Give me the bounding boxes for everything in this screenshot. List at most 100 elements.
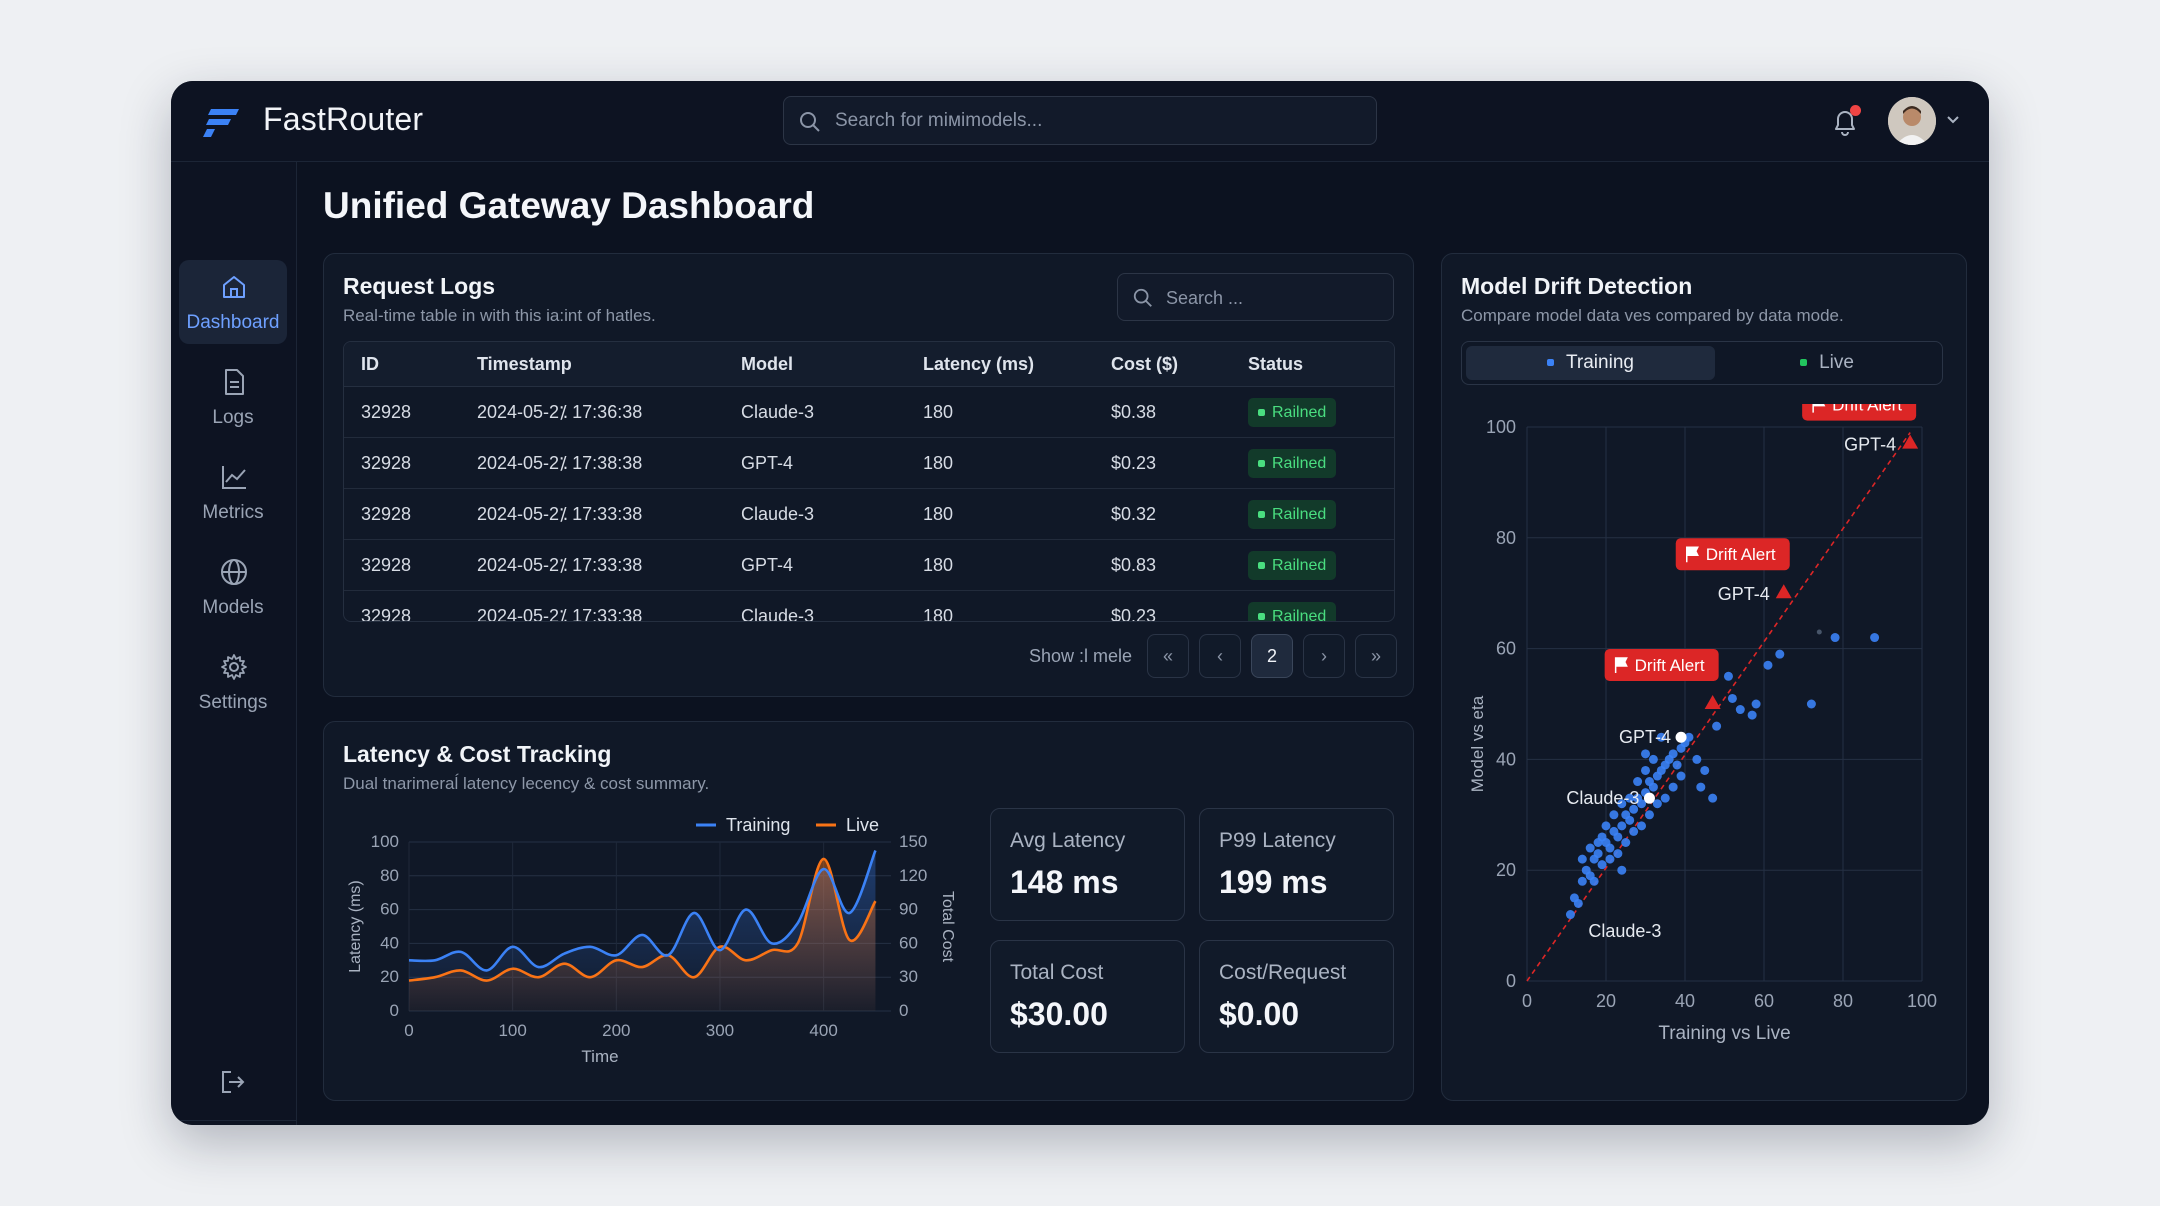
toggle-live[interactable]: Live <box>1715 346 1939 380</box>
table-row[interactable]: 32928 2024-05-2⁒ 17:33:38 GPT-4 180 $0.8… <box>344 540 1394 591</box>
stat-label: Avg Latency <box>1010 829 1126 852</box>
table-row[interactable]: 32928 2024-05-2⁒ 17:33:38 Claude-3 180 $… <box>344 591 1394 622</box>
data-source-toggle: Training Live <box>1461 341 1943 385</box>
scatter-point <box>1656 732 1666 742</box>
x-tick-label: 80 <box>1833 991 1853 1011</box>
scatter-point <box>1648 754 1658 764</box>
y-axis-label: Model vs eta <box>1468 695 1487 792</box>
y-tick-label: 60 <box>380 900 399 919</box>
notifications-button[interactable] <box>1831 105 1861 137</box>
last-page-button[interactable]: » <box>1355 634 1397 678</box>
stat-label: P99 Latency <box>1219 829 1336 852</box>
logs-search-placeholder: Search ... <box>1166 288 1244 308</box>
scatter-point <box>1609 810 1619 820</box>
stat-card-cost-per-request: Cost/Request $0.00 <box>1199 940 1394 1053</box>
cell-latency: 180 <box>923 453 954 473</box>
global-search-placeholder: Search for miмimodels... <box>835 110 1043 131</box>
sidebar-item-settings[interactable]: Settings <box>179 640 287 724</box>
current-page-button[interactable]: 2 <box>1251 634 1293 678</box>
scatter-point <box>1617 821 1627 831</box>
scatter-point <box>1775 649 1785 659</box>
prev-page-button[interactable]: ‹ <box>1199 634 1241 678</box>
scatter-point <box>1700 765 1710 775</box>
stat-value: $0.00 <box>1219 996 1300 1032</box>
y-axis-label: Latency (ms) <box>347 880 364 972</box>
logs-search-input[interactable]: Search ... <box>1117 273 1394 321</box>
toggle-training[interactable]: Training <box>1466 346 1715 380</box>
scatter-point <box>1712 721 1722 731</box>
scatter-point <box>1597 860 1607 870</box>
y-tick-label: 100 <box>1486 417 1516 437</box>
request-logs-panel: Request Logs Real-time table in with thi… <box>323 253 1414 697</box>
panel-title: Latency & Cost Tracking <box>343 741 612 767</box>
column-header[interactable]: Cost ($) <box>1111 354 1178 374</box>
x-axis-label: Training vs Live <box>1658 1023 1790 1044</box>
column-header[interactable]: Latency (ms) <box>923 354 1035 374</box>
scatter-point <box>1565 910 1575 920</box>
y-tick-label: 0 <box>390 1001 399 1020</box>
panel-title: Model Drift Detection <box>1461 273 1693 299</box>
user-avatar[interactable] <box>1888 97 1936 145</box>
cell-cost: $0.83 <box>1111 555 1157 575</box>
sidebar-item-label: Metrics <box>202 502 264 523</box>
first-page-button[interactable]: « <box>1147 634 1189 678</box>
rows-per-page-label[interactable]: Show :l mele <box>1029 646 1133 666</box>
panel-subtitle: Real-time table in with this ia:int of h… <box>343 306 656 325</box>
y2-axis-label: Total Cost <box>939 891 956 963</box>
table-row[interactable]: 32928 2024-05-2⁒ 17:36:38 Claude-3 180 $… <box>344 387 1394 438</box>
next-page-button[interactable]: › <box>1303 634 1345 678</box>
notification-dot <box>1850 105 1861 116</box>
search-icon <box>1133 288 1152 307</box>
drift-marker <box>1902 434 1919 449</box>
live-dot <box>1800 359 1808 367</box>
model-drift-panel: Model Drift Detection Compare model data… <box>1441 253 1967 1101</box>
stat-value: $30.00 <box>1010 996 1108 1032</box>
scatter-point <box>1708 793 1718 803</box>
highlighted-point <box>1675 731 1687 743</box>
cell-timestamp: 2024-05-2⁒ 17:33:38 <box>477 606 643 622</box>
scatter-point <box>1613 849 1623 859</box>
y2-tick-label: 150 <box>899 832 927 851</box>
global-search-input[interactable]: Search for miмimodels... <box>783 96 1377 145</box>
drift-marker <box>1775 584 1792 599</box>
scatter-point <box>1589 876 1599 886</box>
sidebar-item-dashboard[interactable]: Dashboard <box>179 260 287 344</box>
column-header[interactable]: Status <box>1248 354 1304 374</box>
sidebar-item-logs[interactable]: Logs <box>179 355 287 439</box>
x-tick-label: 0 <box>404 1021 413 1040</box>
x-tick-label: 300 <box>706 1021 734 1040</box>
series-line-live <box>408 857 877 982</box>
logout-icon[interactable] <box>218 1067 248 1097</box>
sidebar-item-metrics[interactable]: Metrics <box>179 450 287 534</box>
column-header[interactable]: Timestamp <box>477 354 572 374</box>
panel-subtitle: Dual tnarimeraĺ latency lecency & cost s… <box>343 774 710 793</box>
x-tick-label: 20 <box>1596 991 1616 1011</box>
y-tick-label: 40 <box>1496 749 1516 769</box>
y-tick-label: 20 <box>1496 860 1516 880</box>
chevron-down-icon[interactable] <box>1945 113 1961 127</box>
series-line-training <box>408 849 877 972</box>
drift-alert-label: Drift Alert <box>1635 656 1705 675</box>
drift-alert-badge <box>1802 404 1917 421</box>
scatter-point <box>1637 821 1647 831</box>
table-row[interactable]: 32928 2024-05-2⁒ 17:38:38 GPT-4 180 $0.2… <box>344 438 1394 489</box>
scatter-point <box>1735 705 1745 715</box>
scatter-point <box>1625 815 1635 825</box>
column-header[interactable]: ID <box>361 354 379 374</box>
scatter-point <box>1696 782 1706 792</box>
scatter-point-live <box>1816 629 1822 635</box>
y-tick-label: 60 <box>1496 639 1516 659</box>
table-row[interactable]: 32928 2024-05-2⁒ 17:33:38 Claude-3 180 $… <box>344 489 1394 540</box>
y2-tick-label: 120 <box>899 866 927 885</box>
y2-tick-label: 30 <box>899 967 918 986</box>
scatter-point <box>1593 849 1603 859</box>
cell-model: GPT-4 <box>741 453 794 473</box>
sidebar: Dashboard Logs Metrics Models Settings <box>171 162 297 1125</box>
scatter-point <box>1601 821 1611 831</box>
sidebar-item-models[interactable]: Models <box>179 545 287 629</box>
sidebar-item-label: Models <box>202 597 264 618</box>
scatter-point <box>1605 843 1615 853</box>
scatter-point <box>1723 671 1733 681</box>
column-header[interactable]: Model <box>741 354 793 374</box>
scatter-point <box>1806 699 1816 709</box>
